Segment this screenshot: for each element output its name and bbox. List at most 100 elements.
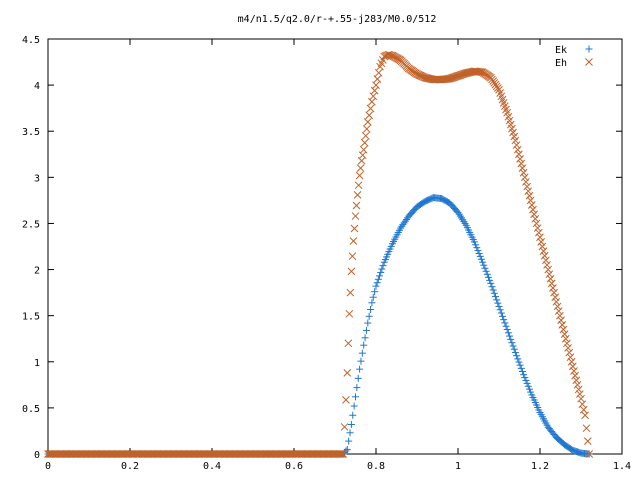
data-point — [379, 262, 387, 270]
data-point — [582, 424, 591, 433]
data-point — [354, 181, 363, 190]
marker-stroke — [366, 104, 375, 113]
marker-stroke — [499, 99, 508, 107]
data-point — [490, 289, 498, 297]
data-point — [516, 155, 524, 163]
marker-stroke — [530, 210, 538, 219]
data-point — [500, 316, 508, 324]
marker-stroke — [369, 92, 378, 101]
marker-stroke — [585, 58, 593, 66]
data-point — [482, 267, 490, 275]
data-point — [352, 393, 359, 401]
data-point — [513, 145, 522, 154]
marker-stroke — [536, 233, 544, 242]
data-point — [561, 334, 570, 343]
data-point — [353, 384, 361, 392]
marker-stroke — [363, 118, 372, 126]
marker-stroke — [352, 201, 361, 210]
marker-stroke — [477, 68, 486, 76]
data-point — [574, 385, 583, 394]
x-tick-label: 0.2 — [121, 461, 139, 472]
marker-stroke — [556, 311, 564, 320]
data-point — [523, 182, 531, 191]
data-point — [558, 321, 567, 329]
data-point — [531, 214, 540, 223]
marker-stroke — [550, 288, 558, 297]
data-point — [358, 349, 366, 357]
marker-stroke — [533, 224, 542, 232]
marker-stroke — [498, 95, 507, 104]
data-point — [344, 339, 353, 348]
data-point — [553, 302, 562, 311]
marker-stroke — [370, 86, 379, 95]
data-point — [335, 450, 344, 458]
data-point — [360, 138, 369, 147]
data-point — [552, 297, 561, 306]
marker-stroke — [557, 316, 565, 325]
data-point — [512, 141, 521, 149]
data-point — [507, 335, 515, 343]
marker-stroke — [518, 164, 527, 172]
marker-stroke — [563, 339, 571, 348]
marker-stroke — [552, 297, 561, 306]
data-point — [348, 252, 357, 261]
data-point — [472, 241, 480, 249]
marker-stroke — [572, 376, 581, 385]
plot-frame — [47, 38, 623, 455]
data-point — [374, 275, 382, 283]
y-tick-label: 1.5 — [22, 312, 40, 323]
marker-stroke — [522, 178, 530, 186]
marker-stroke — [504, 112, 513, 121]
legend: Ek Eh — [555, 45, 593, 69]
data-point — [538, 242, 547, 251]
data-point — [475, 249, 483, 257]
data-point — [581, 411, 589, 420]
data-point — [361, 131, 370, 140]
marker-stroke — [542, 256, 550, 265]
data-point — [511, 349, 519, 357]
marker-stroke — [558, 321, 567, 329]
data-point — [359, 145, 368, 154]
marker-stroke — [503, 108, 512, 117]
data-point — [518, 164, 527, 172]
data-point — [522, 376, 530, 384]
data-point — [373, 75, 382, 83]
data-point — [496, 306, 504, 314]
marker-stroke — [358, 151, 367, 160]
marker-stroke — [526, 196, 535, 205]
data-point — [554, 307, 563, 315]
x-tick-label: 0.8 — [367, 461, 385, 472]
data-point — [354, 374, 362, 382]
data-point — [376, 272, 384, 280]
marker-stroke — [506, 120, 515, 129]
series-eh — [44, 50, 594, 458]
data-point — [346, 288, 355, 297]
marker-stroke — [360, 138, 369, 147]
marker-stroke — [520, 173, 529, 182]
marker-stroke — [511, 136, 520, 145]
data-point — [520, 371, 528, 379]
marker-stroke — [497, 92, 506, 101]
legend-marker — [585, 45, 593, 53]
data-point — [483, 270, 491, 278]
marker-stroke — [551, 293, 560, 302]
data-point — [571, 371, 579, 380]
marker-stroke — [524, 187, 533, 196]
data-point — [520, 173, 529, 182]
data-point — [516, 361, 524, 369]
data-point — [342, 396, 350, 404]
marker-stroke — [549, 284, 557, 292]
data-point — [368, 97, 376, 106]
data-point — [550, 288, 558, 297]
marker-stroke — [336, 450, 345, 458]
data-point — [559, 325, 568, 334]
marker-stroke — [516, 155, 524, 163]
data-point — [361, 334, 369, 342]
data-point — [364, 319, 372, 327]
marker-stroke — [566, 353, 575, 362]
data-point — [577, 394, 585, 403]
marker-stroke — [582, 424, 591, 433]
marker-stroke — [359, 145, 368, 154]
data-point — [336, 450, 345, 458]
